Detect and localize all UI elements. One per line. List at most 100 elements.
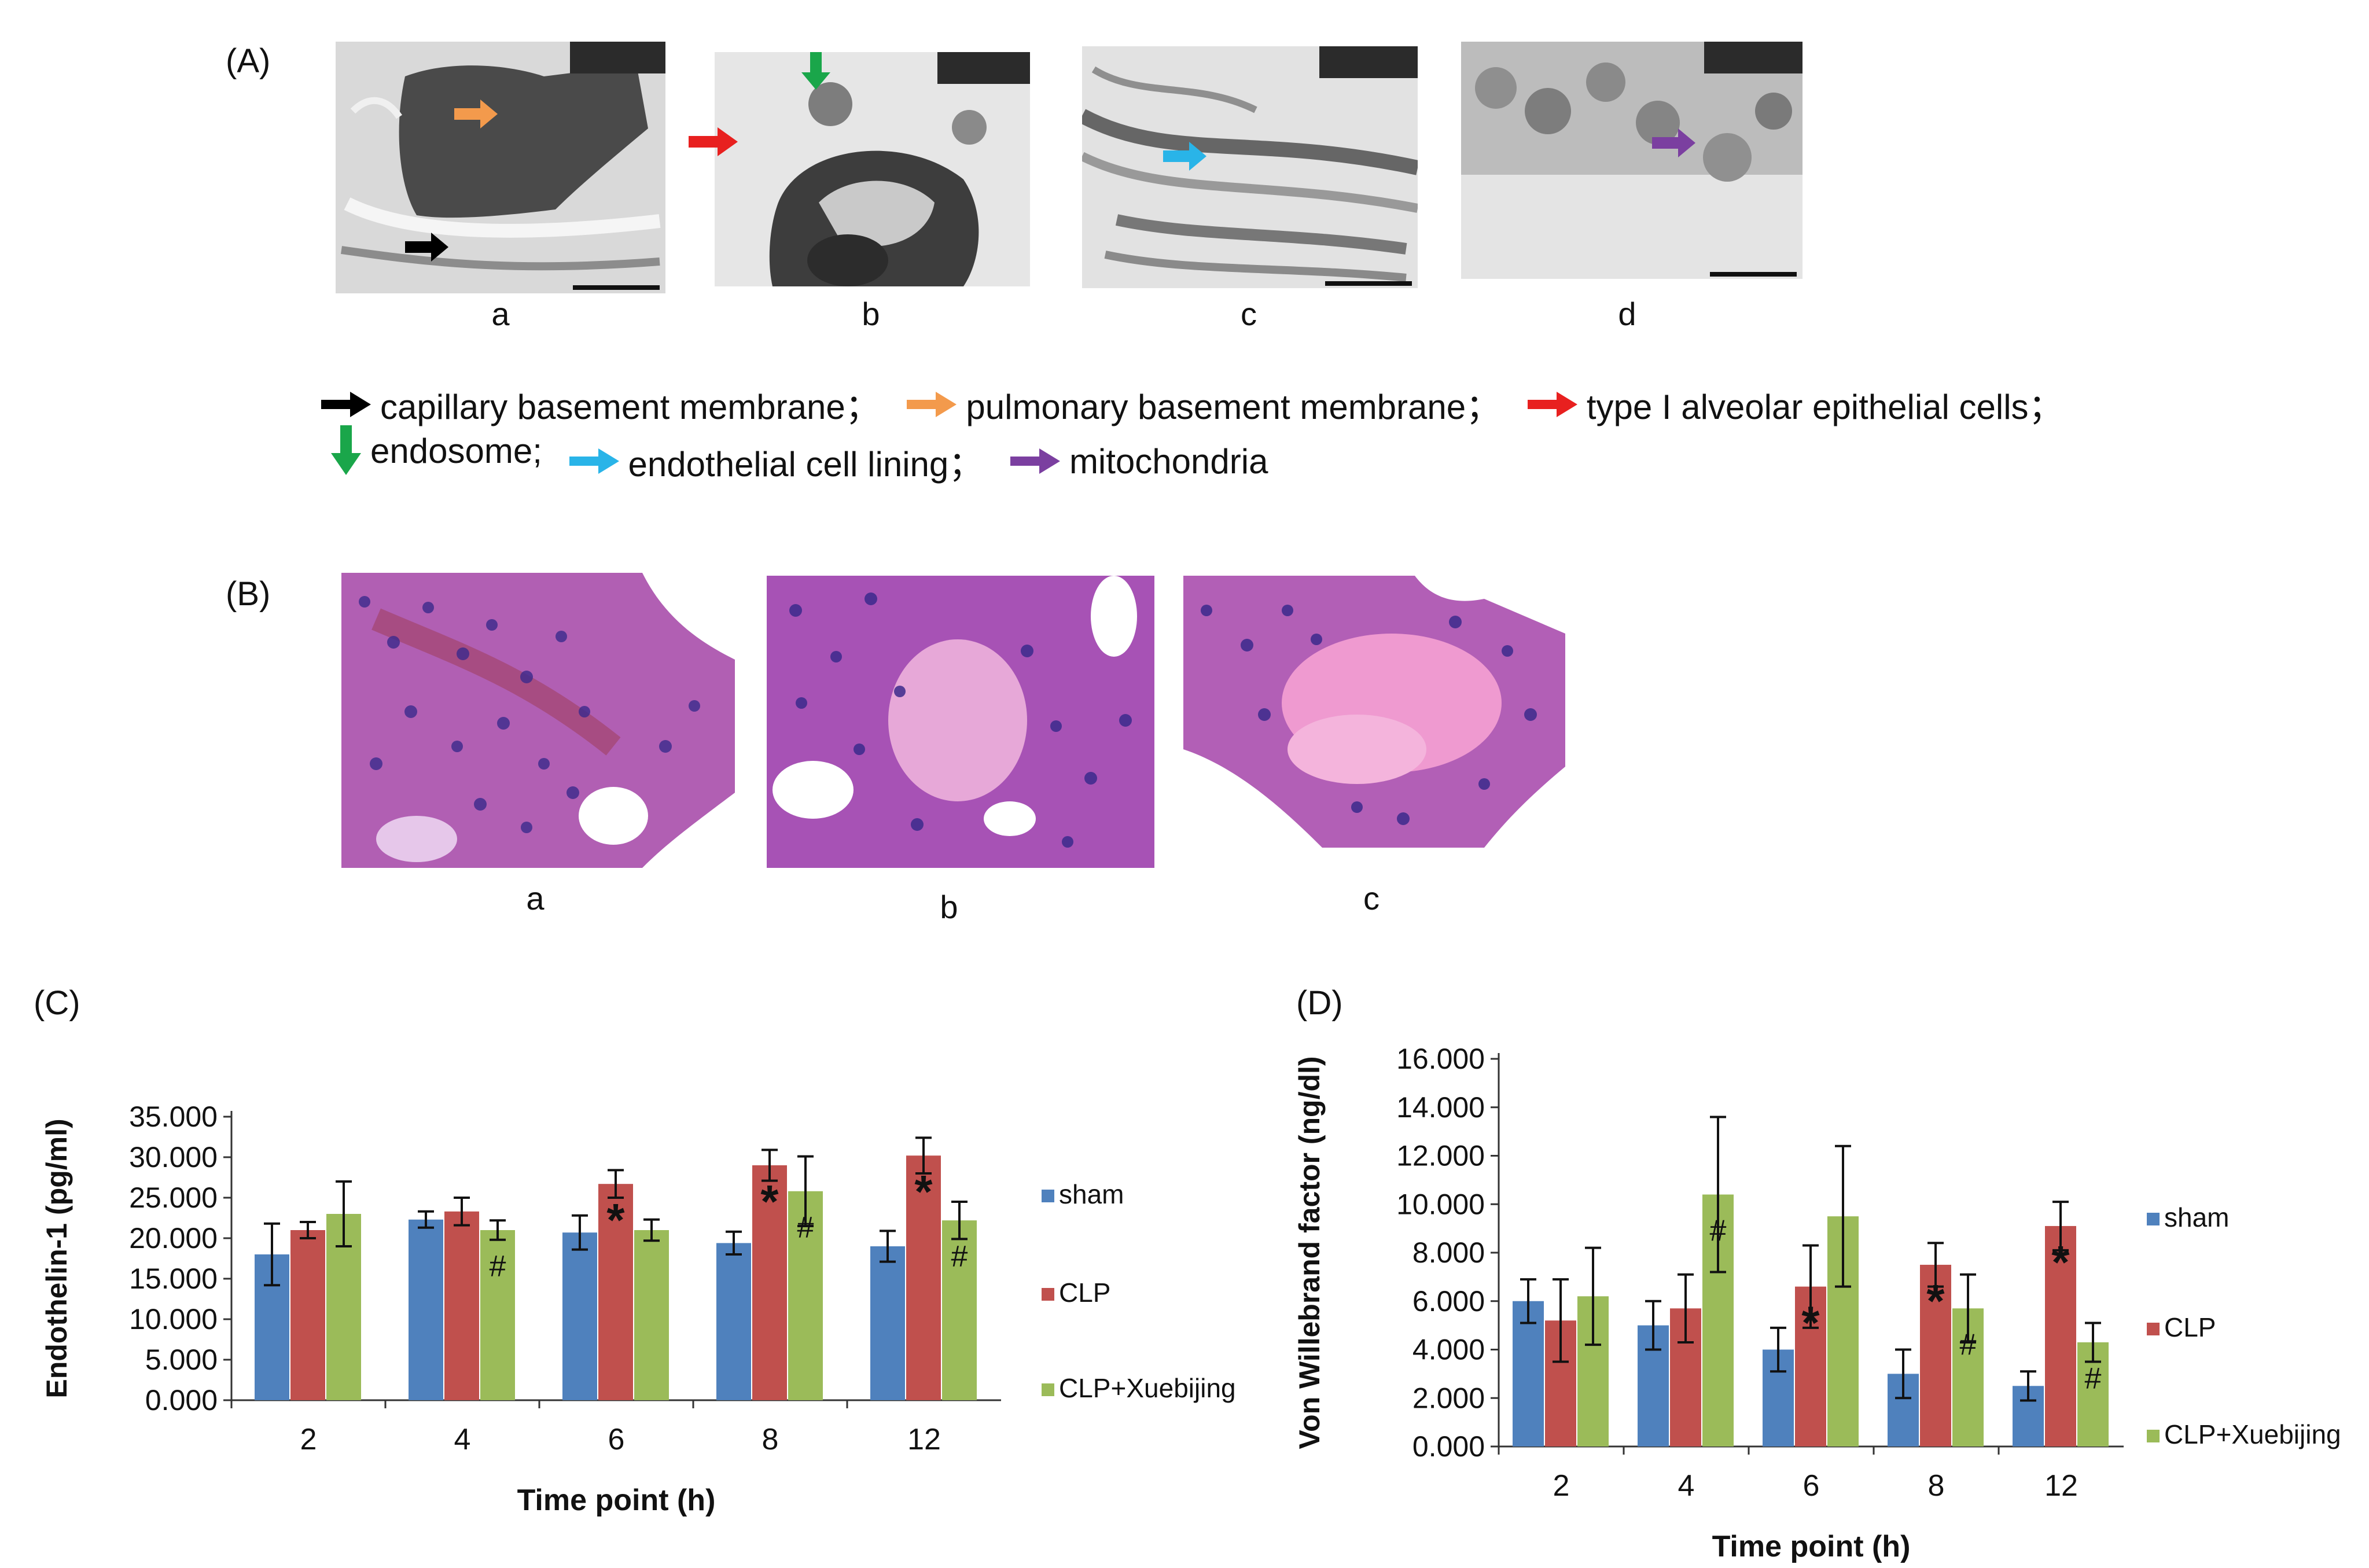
arrow-legend-line-1: capillary basement membrane； pulmonary b…	[321, 379, 2081, 429]
bar-clp	[444, 1211, 479, 1400]
significance-asterisk: *	[606, 1194, 625, 1246]
x-tick-label: 12	[2044, 1469, 2078, 1503]
y-tick-label: 25.000	[129, 1181, 218, 1214]
y-axis-title: Von Willebrand factor (ng/dl)	[1293, 1056, 1326, 1449]
panel-label-a: (A)	[226, 42, 271, 80]
significance-asterisk: *	[914, 1166, 933, 1217]
x-tick-label: 8	[1928, 1469, 1945, 1503]
tem-micrograph-d	[1461, 42, 1802, 279]
y-tick-label: 14.000	[1396, 1091, 1485, 1124]
significance-asterisk: *	[1926, 1275, 1945, 1327]
arrow-legend-line-2: endosome; endothelial cell lining； mitoc…	[330, 425, 1285, 487]
significance-asterisk: *	[2051, 1236, 2070, 1288]
y-axis-title: Endothelin-1 (pg/ml)	[41, 1118, 73, 1398]
significance-hash: #	[2085, 1362, 2102, 1396]
legend-label: CLP	[1059, 1278, 1110, 1308]
panel-label-c: (C)	[34, 984, 80, 1022]
micrograph-d-label: d	[1618, 296, 1636, 332]
y-tick-label: 30.000	[129, 1141, 218, 1173]
y-tick-label: 8.000	[1412, 1236, 1485, 1269]
y-tick-label: 4.000	[1412, 1334, 1485, 1366]
legend-swatch	[2147, 1323, 2160, 1335]
y-tick-label: 5.000	[145, 1344, 218, 1376]
bar-sham	[562, 1232, 597, 1400]
x-axis-title: Time point (h)	[517, 1484, 716, 1517]
legend-label: sham	[2164, 1202, 2229, 1232]
bar-clp-xuebijing	[634, 1230, 669, 1400]
legend-capillary-basement-membrane: capillary basement membrane；	[321, 379, 880, 429]
legend-type-i-alveolar-epithelial-cells: type I alveolar epithelial cells；	[1527, 379, 2063, 429]
legend-text: mitochondria	[1069, 441, 1268, 481]
legend-swatch	[2147, 1430, 2160, 1442]
purple-arrow-icon	[1010, 448, 1060, 474]
tem-micrograph-a	[336, 42, 665, 293]
legend-label: CLP	[2164, 1312, 2216, 1342]
bar-clp	[290, 1230, 325, 1400]
y-tick-label: 10.000	[129, 1303, 218, 1335]
micrograph-c-label: c	[1241, 296, 1257, 332]
he-image-a-label: a	[526, 880, 545, 916]
x-tick-label: 2	[1553, 1469, 1570, 1503]
he-histology-image-b	[767, 576, 1154, 868]
x-tick-label: 6	[608, 1423, 625, 1456]
legend-label: sham	[1059, 1179, 1124, 1209]
legend-text: endothelial cell lining；	[628, 444, 984, 484]
legend-swatch	[2147, 1213, 2160, 1225]
bar-clp	[2045, 1225, 2076, 1446]
y-tick-label: 10.000	[1396, 1188, 1485, 1220]
x-tick-label: 4	[1678, 1469, 1695, 1503]
significance-hash: #	[797, 1211, 814, 1245]
legend-swatch	[1042, 1288, 1054, 1301]
y-tick-label: 2.000	[1412, 1382, 1485, 1414]
red-arrow-icon	[1527, 391, 1577, 417]
y-tick-label: 20.000	[129, 1222, 218, 1254]
significance-asterisk: *	[760, 1176, 779, 1227]
x-tick-label: 6	[1803, 1469, 1820, 1503]
significance-hash: #	[1960, 1328, 1977, 1361]
bar-clp	[1920, 1264, 1951, 1446]
x-axis-title: Time point (h)	[1712, 1530, 1911, 1563]
bar-clp	[598, 1184, 633, 1400]
legend-label: CLP+Xuebijing	[2164, 1419, 2341, 1449]
bar-sham	[409, 1219, 443, 1400]
bar-clp-xuebijing	[480, 1230, 515, 1400]
legend-endothelial-cell-lining: endothelial cell lining；	[569, 436, 984, 487]
bar-clp	[906, 1155, 941, 1400]
micrograph-a-label: a	[491, 296, 510, 332]
significance-hash: #	[490, 1250, 506, 1283]
significance-hash: #	[1710, 1214, 1727, 1248]
black-arrow-icon	[321, 391, 371, 417]
legend-pulmonary-basement-membrane: pulmonary basement membrane；	[907, 379, 1500, 429]
significance-hash: #	[951, 1240, 968, 1273]
legend-label: CLP+Xuebijing	[1059, 1373, 1236, 1403]
legend-text: pulmonary basement membrane；	[966, 388, 1501, 426]
y-tick-label: 6.000	[1412, 1285, 1485, 1317]
bar-sham	[716, 1243, 751, 1400]
green-down-arrow-icon	[331, 425, 361, 475]
x-tick-label: 8	[762, 1423, 779, 1456]
significance-asterisk: *	[1801, 1297, 1820, 1349]
bar-clp	[752, 1165, 787, 1400]
legend-text: type I alveolar epithelial cells；	[1586, 388, 2063, 426]
von-willebrand-factor-bar-chart: 0.000 2.000 4.000 6.000 8.000 10.000 12.000 14.…	[1293, 1043, 2341, 1563]
legend-swatch	[1042, 1383, 1054, 1396]
y-tick-label: 0.000	[1412, 1430, 1485, 1463]
legend-swatch	[1042, 1190, 1054, 1202]
he-image-b-label: b	[940, 889, 958, 925]
panel-label-b: (B)	[226, 575, 271, 613]
micrograph-b-label: b	[862, 296, 880, 332]
panel-label-d: (D)	[1296, 984, 1343, 1022]
legend-text: endosome;	[370, 431, 542, 470]
y-tick-label: 12.000	[1396, 1140, 1485, 1172]
bar-clp-xuebijing	[942, 1220, 977, 1400]
x-tick-label: 4	[454, 1423, 471, 1456]
orange-arrow-icon	[907, 391, 957, 417]
x-tick-label: 2	[300, 1423, 317, 1456]
red-arrow-icon	[689, 127, 738, 156]
y-tick-label: 16.000	[1396, 1043, 1485, 1075]
legend-endosome: endosome;	[330, 425, 542, 476]
bar-sham	[1513, 1301, 1544, 1446]
tem-micrograph-c	[1082, 46, 1418, 288]
y-tick-label: 15.000	[129, 1263, 218, 1295]
blue-arrow-icon	[569, 448, 619, 474]
